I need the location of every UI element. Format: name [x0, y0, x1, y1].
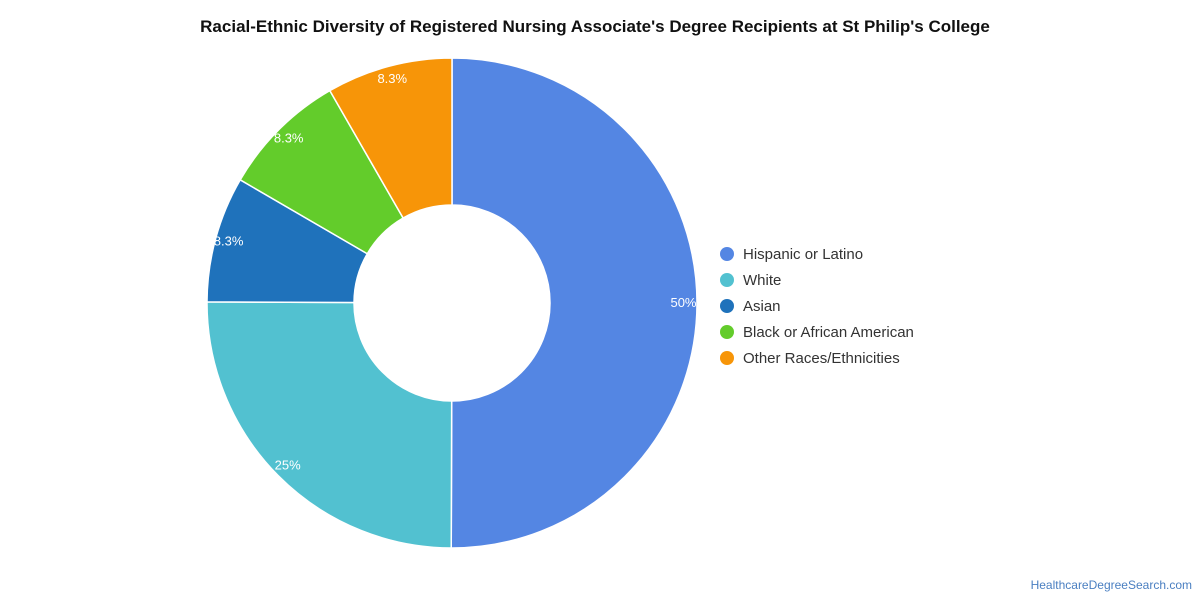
legend-swatch-icon	[720, 325, 734, 339]
legend-label: Asian	[743, 297, 781, 315]
legend-item-other-races-ethnicities[interactable]: Other Races/Ethnicities	[720, 345, 914, 371]
legend-item-white[interactable]: White	[720, 267, 914, 293]
slice-label-hispanic-or-latino: 50%	[670, 295, 696, 310]
slice-hispanic-or-latino[interactable]	[450, 57, 698, 549]
source-credit[interactable]: HealthcareDegreeSearch.com	[1030, 578, 1192, 592]
slice-other-races-ethnicities[interactable]	[328, 57, 453, 220]
legend-swatch-icon	[720, 273, 734, 287]
chart-title: Racial-Ethnic Diversity of Registered Nu…	[200, 17, 990, 36]
legend-label: Hispanic or Latino	[743, 245, 864, 263]
legend-label: Black or African American	[743, 323, 914, 341]
chart-legend: Hispanic or Latino White Asian Black or Afr…	[720, 241, 914, 371]
legend-swatch-icon	[720, 247, 734, 261]
slice-white[interactable]	[206, 301, 453, 549]
legend-label: White	[743, 271, 782, 289]
legend-item-hispanic-or-latino[interactable]: Hispanic or Latino	[720, 241, 914, 267]
slice-label-white: 25%	[275, 457, 301, 472]
legend-item-black-or-african-american[interactable]: Black or African American	[720, 319, 914, 345]
legend-swatch-icon	[720, 351, 734, 365]
donut-slices	[206, 57, 698, 549]
slice-label-asian: 8.3%	[214, 234, 244, 249]
legend-swatch-icon	[720, 299, 734, 313]
legend-label: Other Races/Ethnicities	[743, 349, 900, 367]
donut-labels: 50% 25% 8.3% 8.3% 8.3%	[214, 71, 697, 473]
slice-label-black-or-african-american: 8.3%	[274, 130, 304, 145]
legend-item-asian[interactable]: Asian	[720, 293, 914, 319]
slice-label-other-races-ethnicities: 8.3%	[377, 71, 407, 86]
